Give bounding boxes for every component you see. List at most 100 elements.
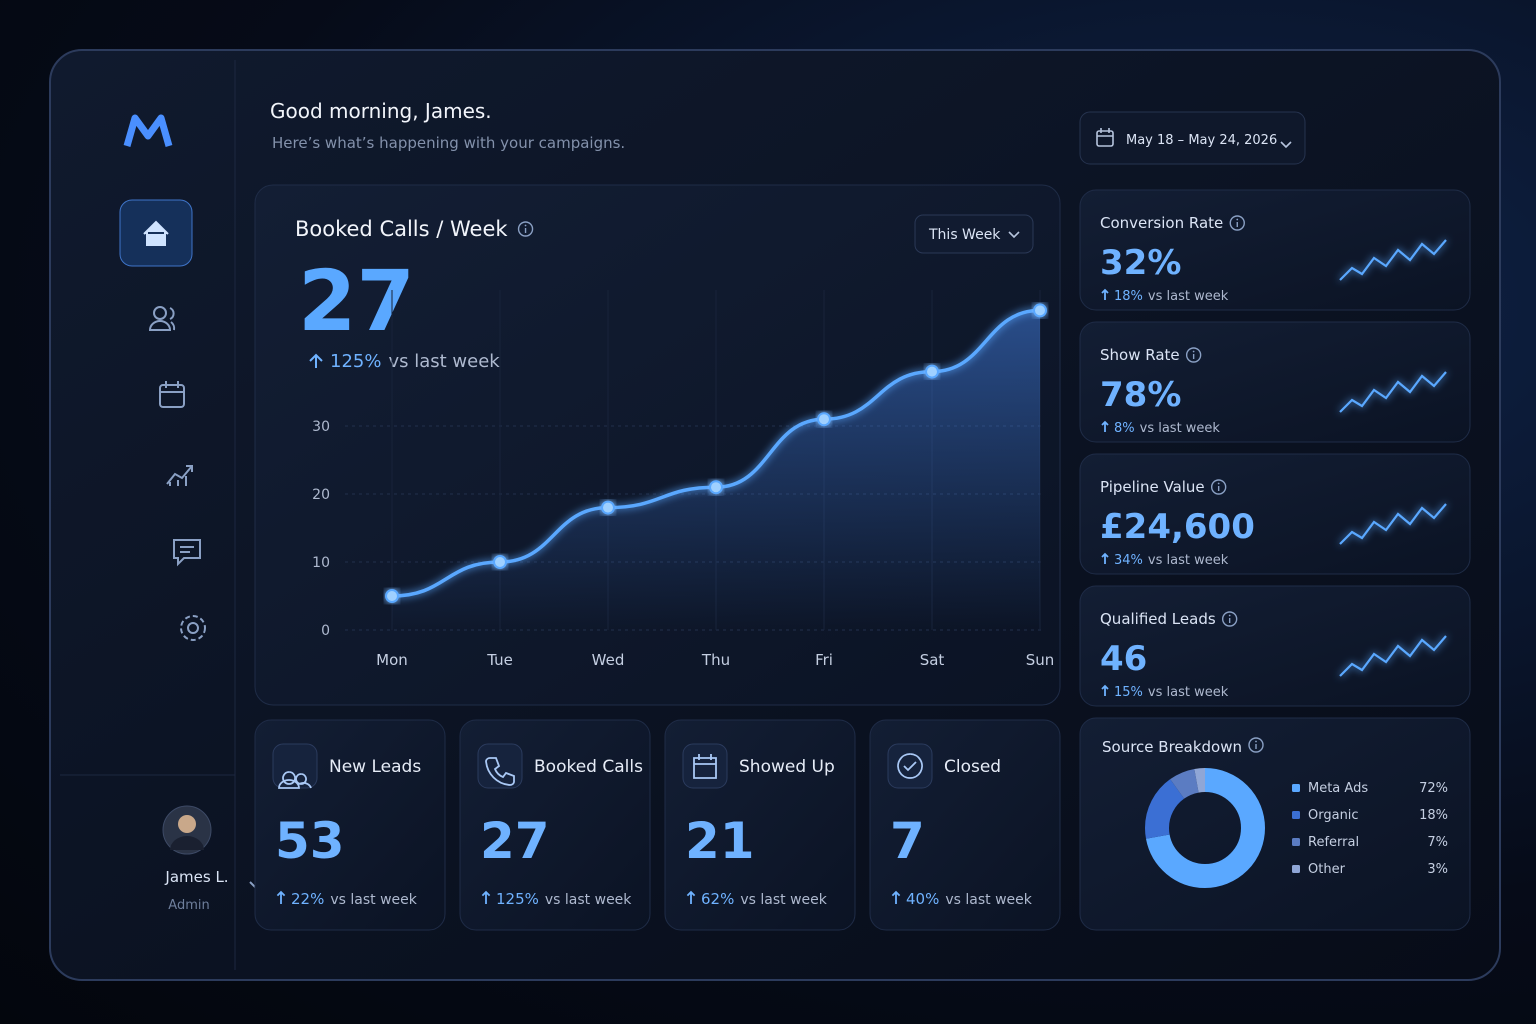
legend-value: 72% bbox=[1419, 781, 1448, 796]
info-icon bbox=[1228, 614, 1231, 617]
info-icon bbox=[524, 224, 527, 227]
legend-value: 18% bbox=[1419, 808, 1448, 823]
avatar-face bbox=[178, 815, 196, 833]
kpi-card bbox=[1079, 321, 1471, 443]
summary-icon bbox=[278, 771, 312, 789]
sparkline bbox=[1339, 503, 1447, 545]
line-point bbox=[709, 480, 723, 495]
kpi-label: Qualified Leads bbox=[1100, 610, 1216, 628]
source-title: Source Breakdown bbox=[1102, 738, 1242, 756]
kpi-change: 15% bbox=[1114, 685, 1143, 700]
info-icon bbox=[1210, 479, 1227, 495]
x-tick-label: Fri bbox=[815, 651, 833, 669]
chart-total: 27 bbox=[298, 252, 415, 350]
up-arrow bbox=[276, 890, 286, 904]
summary-icon bbox=[485, 757, 515, 786]
up-arrow bbox=[1101, 420, 1109, 432]
line-point bbox=[493, 555, 507, 569]
info-icon bbox=[1236, 218, 1239, 221]
kpi-card bbox=[1079, 453, 1471, 575]
up-arrow bbox=[686, 890, 696, 904]
summary-change: 40% bbox=[906, 890, 939, 908]
summary-change-label: vs last week bbox=[545, 892, 632, 908]
summary-label: Booked Calls bbox=[534, 757, 643, 777]
line-point bbox=[1033, 303, 1047, 318]
filter-chevron bbox=[1008, 231, 1020, 239]
date-chevron bbox=[1280, 141, 1292, 149]
summary-value: 53 bbox=[275, 812, 345, 870]
period-filter[interactable] bbox=[914, 214, 1034, 254]
summary-label: New Leads bbox=[329, 757, 421, 777]
kpi-label: Show Rate bbox=[1100, 346, 1180, 364]
legend-label: Referral bbox=[1308, 835, 1359, 850]
kpi-change: 34% bbox=[1114, 553, 1143, 568]
legend-swatch bbox=[1292, 811, 1300, 819]
summary-icon bbox=[897, 753, 923, 779]
nav-messages[interactable] bbox=[173, 539, 201, 567]
sparkline bbox=[1339, 239, 1447, 281]
y-tick-label: 0 bbox=[321, 623, 330, 639]
summary-icon-box bbox=[477, 743, 523, 789]
nav-home[interactable] bbox=[119, 199, 193, 267]
kpi-label: Conversion Rate bbox=[1100, 214, 1223, 232]
info-icon bbox=[1229, 215, 1245, 231]
summary-change: 62% bbox=[701, 890, 734, 908]
legend-swatch bbox=[1292, 838, 1300, 846]
nav-calendar[interactable] bbox=[159, 381, 185, 408]
nav-contacts[interactable] bbox=[148, 306, 176, 331]
nav-settings[interactable] bbox=[180, 615, 206, 641]
kpi-value: 78% bbox=[1100, 375, 1181, 415]
legend-label: Organic bbox=[1308, 808, 1359, 823]
summary-change: 125% bbox=[496, 890, 539, 908]
y-tick-label: 10 bbox=[312, 555, 330, 571]
summary-value: 21 bbox=[685, 812, 755, 870]
info-icon bbox=[1217, 482, 1220, 485]
kpi-value: 46 bbox=[1100, 639, 1147, 679]
x-tick-label: Sat bbox=[920, 651, 945, 669]
avatar-body bbox=[170, 836, 204, 850]
home-icon bbox=[143, 220, 169, 246]
logo bbox=[123, 114, 173, 147]
info-icon bbox=[1248, 737, 1264, 753]
date-range: May 18 – May 24, 2026 bbox=[1126, 133, 1277, 148]
kpi-change-label: vs last week bbox=[1148, 553, 1229, 568]
kpi-card bbox=[1079, 585, 1471, 707]
up-arrow bbox=[1101, 288, 1109, 300]
period-filter-label: This Week bbox=[928, 227, 1001, 243]
info-icon bbox=[1185, 347, 1202, 363]
line-point bbox=[601, 500, 615, 515]
chart-title: Booked Calls / Week bbox=[295, 217, 508, 241]
user-name: James L. bbox=[164, 868, 228, 886]
legend-value: 3% bbox=[1427, 862, 1448, 877]
line-area bbox=[392, 310, 1040, 630]
donut-segment bbox=[1145, 768, 1265, 888]
x-tick-label: Wed bbox=[592, 651, 625, 669]
summary-value: 27 bbox=[480, 812, 550, 870]
y-tick-label: 20 bbox=[312, 487, 330, 503]
nav-analytics[interactable] bbox=[166, 465, 193, 486]
user-role: Admin bbox=[168, 898, 209, 913]
line-point bbox=[817, 412, 831, 427]
kpi-change-label: vs last week bbox=[1148, 289, 1229, 304]
kpi-card bbox=[1079, 189, 1471, 311]
x-tick-label: Sun bbox=[1026, 651, 1055, 669]
summary-icon-box bbox=[887, 743, 933, 789]
legend-value: 7% bbox=[1427, 835, 1448, 850]
info-icon bbox=[517, 221, 534, 237]
legend-swatch bbox=[1292, 784, 1300, 792]
date-picker[interactable] bbox=[1079, 111, 1306, 165]
chart-change-label: vs last week bbox=[388, 351, 500, 372]
y-tick-label: 30 bbox=[312, 419, 330, 435]
x-tick-label: Mon bbox=[376, 651, 408, 669]
summary-label: Closed bbox=[944, 757, 1001, 777]
sparkline bbox=[1339, 371, 1447, 413]
summary-change-label: vs last week bbox=[330, 892, 417, 908]
x-tick-label: Thu bbox=[701, 651, 730, 669]
up-arrow bbox=[481, 890, 491, 904]
summary-label: Showed Up bbox=[739, 757, 835, 777]
summary-icon-box bbox=[682, 743, 728, 789]
legend-swatch bbox=[1292, 865, 1300, 873]
kpi-change: 8% bbox=[1114, 421, 1135, 436]
